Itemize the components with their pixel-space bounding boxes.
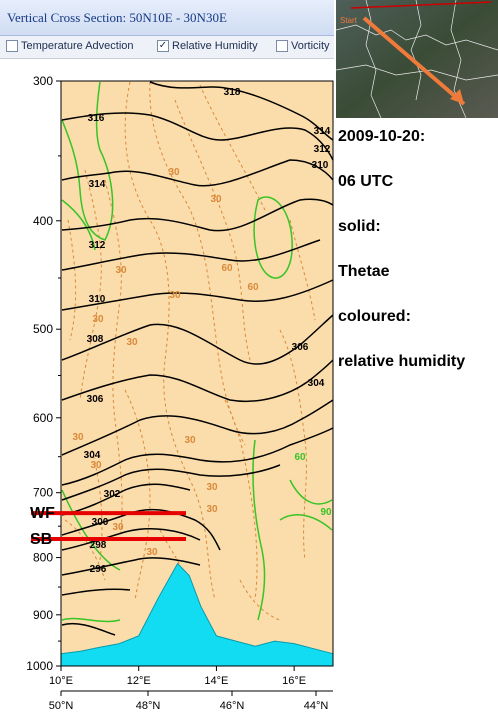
theta-contour-label: 312	[89, 240, 106, 251]
window-title-bar: Vertical Cross Section: 50N10E - 30N30E	[0, 0, 334, 36]
theta-contour-label: 296	[90, 564, 107, 575]
theta-contour-label: 300	[92, 517, 109, 528]
x-tick-label-lat: 44°N	[304, 700, 329, 712]
x-tick-label-lat: 50°N	[49, 700, 74, 712]
theta-contours	[61, 81, 334, 636]
x-tick-label-lon: 16°E	[282, 675, 306, 687]
relative-humidity-checkbox[interactable]: ✓ Relative Humidity	[157, 40, 258, 52]
country-borders	[336, 0, 498, 118]
rh-contour-label: 30	[206, 504, 218, 515]
x-tick-label-lon: 10°E	[49, 675, 73, 687]
y-tick-label: 500	[33, 322, 53, 336]
x-tick-label-lon: 12°E	[127, 675, 151, 687]
theta-contour-label: 314	[314, 126, 331, 137]
rh-contour-label: 60	[221, 263, 233, 274]
y-tick-label: 300	[33, 74, 53, 88]
theta-contour-label: 316	[88, 113, 105, 124]
track-arrowhead	[450, 89, 464, 104]
rh-contour-label: 60	[247, 282, 259, 293]
theta-contour-label: 310	[89, 294, 106, 305]
vorticity-checkbox[interactable]: Vorticity	[276, 40, 330, 52]
theta-contour-label: 304	[84, 450, 101, 461]
track-map: Start	[336, 0, 498, 118]
rh-contour-label: 90	[320, 507, 332, 518]
y-tick-label: 800	[33, 551, 53, 565]
checkbox-box[interactable]: ✓	[157, 40, 169, 52]
note-solid: solid:	[338, 218, 381, 235]
chart-generated-marks: 300 400 500 600 700 800 900 1000 10°E 12°E 14°E 16°…	[26, 74, 333, 712]
y-tick-label: 700	[33, 486, 53, 500]
rh-contour-label: 30	[184, 435, 196, 446]
x-tick-label-lat: 48°N	[136, 700, 161, 712]
front-label-wf: WF	[30, 505, 55, 522]
theta-contour-label: 298	[90, 540, 107, 551]
checkbox-label: Vorticity	[291, 40, 330, 52]
rh-contour-label: 30	[90, 460, 102, 471]
y-tick-label: 900	[33, 608, 53, 622]
rh-contour-label: 30	[112, 522, 124, 533]
layer-toggle-bar: Temperature Advection ✓ Relative Humidit…	[0, 36, 334, 59]
y-tick-label: 600	[33, 411, 53, 425]
x-tick-label-lat: 46°N	[220, 700, 245, 712]
theta-contour-label: 306	[292, 342, 309, 353]
checkbox-box[interactable]	[276, 40, 288, 52]
theta-contour-label: 310	[312, 160, 329, 171]
note-rh: relative humidity	[338, 353, 466, 370]
map-start-label: Start	[340, 16, 358, 25]
rh-dashed-contours	[64, 81, 316, 621]
checkbox-label: Relative Humidity	[172, 40, 258, 52]
theta-contour-label: 304	[308, 378, 325, 389]
theta-contour-label: 318	[224, 87, 241, 98]
front-label-sb: SB	[30, 531, 52, 548]
theta-contour-label: 314	[89, 179, 106, 190]
theta-contour-label: 306	[87, 394, 104, 405]
page-title: Vertical Cross Section: 50N10E - 30N30E	[7, 10, 227, 25]
note-thetae: Thetae	[338, 263, 390, 280]
frame-border-line	[350, 1, 492, 9]
rh-contour-label: 30	[206, 482, 218, 493]
checkbox-box[interactable]	[6, 40, 18, 52]
theta-contour-label: 308	[87, 334, 104, 345]
theta-contour-label: 302	[104, 489, 121, 500]
note-coloured: coloured:	[338, 308, 411, 325]
plot-background	[61, 81, 333, 666]
checkbox-label: Temperature Advection	[21, 40, 134, 52]
rh-contour-label: 30	[168, 167, 180, 178]
note-time: 06 UTC	[338, 173, 394, 190]
rh-high-contours	[61, 81, 333, 623]
rh-contour-label: 30	[210, 194, 222, 205]
rh-contour-label: 30	[169, 290, 181, 301]
note-date: 2009-10-20:	[338, 128, 426, 145]
rh-contour-label: 30	[146, 547, 158, 558]
rh-contour-label: 30	[126, 337, 138, 348]
x-tick-label-lon: 14°E	[204, 675, 228, 687]
satellite-background	[336, 0, 498, 118]
rh-contour-label: 30	[72, 432, 84, 443]
rh-contour-label: 30	[92, 314, 104, 325]
cross-section-track	[362, 16, 466, 106]
temperature-advection-checkbox[interactable]: Temperature Advection	[6, 40, 134, 52]
rh-contour-label: 30	[115, 265, 127, 276]
cross-section-chart: 300 400 500 600 700 800 900 1000 10°E 12°E 14°E 16°…	[26, 74, 334, 712]
y-tick-label: 1000	[26, 659, 53, 673]
y-tick-label: 400	[33, 214, 53, 228]
plot-frame	[60, 80, 334, 667]
rh-contour-label: 60	[294, 452, 306, 463]
theta-contour-label: 312	[314, 144, 331, 155]
